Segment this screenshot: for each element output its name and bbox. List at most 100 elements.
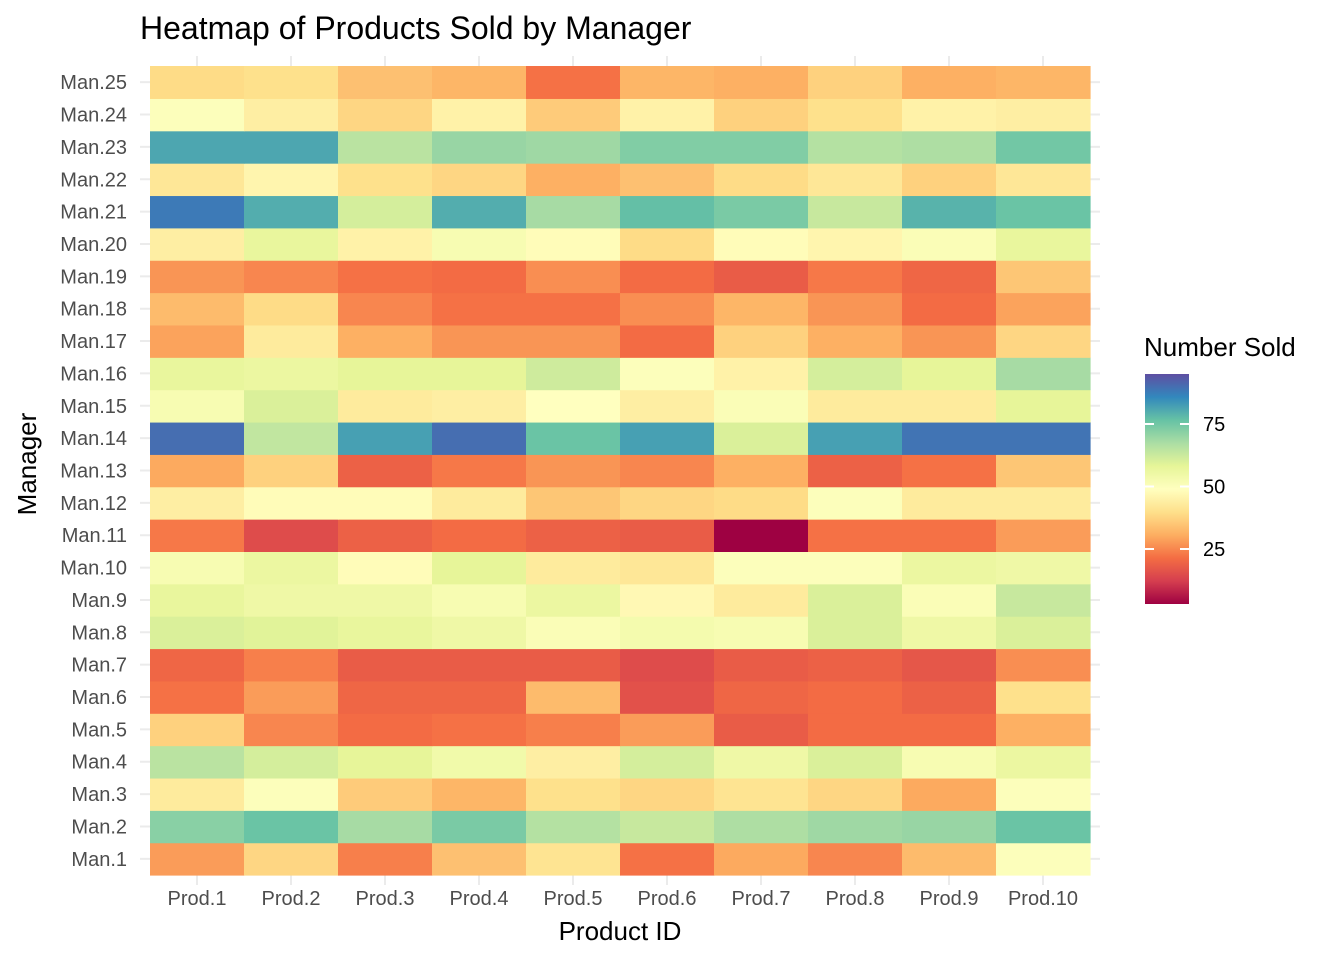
heatmap-cell: [432, 292, 527, 326]
heatmap-cell: [620, 583, 715, 617]
y-tick-label: Man.15: [60, 396, 127, 418]
heatmap-cell: [714, 260, 809, 294]
heatmap-cell: [620, 98, 715, 132]
heatmap-cell: [526, 421, 621, 455]
heatmap-cell: [338, 66, 433, 99]
heatmap-cell: [526, 454, 621, 488]
heatmap-cell: [808, 357, 903, 391]
heatmap-cell: [526, 777, 621, 811]
heatmap-cell: [620, 357, 715, 391]
heatmap-cell: [432, 583, 527, 617]
heatmap-cell: [996, 810, 1091, 844]
heatmap-cell: [902, 486, 997, 520]
heatmap-cell: [808, 745, 903, 779]
heatmap-cell: [808, 227, 903, 261]
x-tick-label: Prod.8: [826, 888, 885, 910]
chart-title: Heatmap of Products Sold by Manager: [140, 10, 692, 46]
heatmap-cell: [244, 842, 339, 876]
heatmap-cell: [808, 260, 903, 294]
heatmap-cell: [526, 260, 621, 294]
heatmap-cell: [338, 227, 433, 261]
y-tick-label: Man.3: [71, 784, 127, 806]
heatmap-cell: [338, 163, 433, 197]
heatmap-cell: [526, 842, 621, 876]
heatmap-cell: [432, 842, 527, 876]
heatmap-cell: [244, 616, 339, 650]
heatmap-cell: [620, 389, 715, 423]
heatmap-cell: [244, 519, 339, 552]
heatmap-cell: [338, 454, 433, 488]
y-tick-label: Man.25: [60, 72, 127, 94]
heatmap-cell: [244, 98, 339, 132]
heatmap-cell: [526, 486, 621, 520]
heatmap-cell: [902, 842, 997, 876]
heatmap-cell: [714, 195, 809, 229]
heatmap-cell: [432, 551, 527, 585]
y-tick-label: Man.10: [60, 558, 127, 580]
y-tick-label: Man.6: [71, 687, 127, 709]
heatmap-cell: [432, 357, 527, 391]
y-tick-label: Man.2: [71, 816, 127, 838]
y-tick-label: Man.24: [60, 105, 127, 127]
legend-colorbar: [1145, 374, 1189, 604]
heatmap-cell: [244, 357, 339, 391]
heatmap-cell: [902, 648, 997, 682]
heatmap-cell: [432, 454, 527, 488]
heatmap-cell: [996, 260, 1091, 294]
heatmap-cell: [714, 324, 809, 358]
heatmap-cell: [902, 227, 997, 261]
heatmap-cell: [620, 227, 715, 261]
heatmap-cell: [996, 680, 1091, 714]
heatmap-cell: [338, 357, 433, 391]
heatmap-cell: [808, 842, 903, 876]
heatmap-cell: [150, 389, 245, 423]
x-tick-label: Prod.2: [262, 888, 321, 910]
heatmap-cell: [996, 227, 1091, 261]
heatmap-cell: [432, 616, 527, 650]
heatmap-cell: [620, 519, 715, 552]
heatmap-cell: [996, 713, 1091, 747]
heatmap-cell: [714, 648, 809, 682]
heatmap-cell: [620, 163, 715, 197]
heatmap-cell: [526, 195, 621, 229]
heatmap-cell: [432, 421, 527, 455]
heatmap-cell: [338, 745, 433, 779]
heatmap-cell: [244, 195, 339, 229]
y-tick-label: Man.13: [60, 461, 127, 483]
heatmap-cell: [714, 163, 809, 197]
heatmap-cell: [526, 163, 621, 197]
heatmap-cell: [150, 583, 245, 617]
x-tick-label: Prod.7: [732, 888, 791, 910]
heatmap-cell: [338, 842, 433, 876]
heatmap-cell: [244, 421, 339, 455]
heatmap-cell: [150, 357, 245, 391]
heatmap-cell: [714, 421, 809, 455]
heatmap-cell: [902, 389, 997, 423]
heatmap-cell: [808, 163, 903, 197]
heatmap-cell: [996, 454, 1091, 488]
legend-ticks: 25 50 75: [1145, 414, 1225, 561]
heatmap-cell: [150, 98, 245, 132]
heatmap-cell: [150, 130, 245, 164]
y-tick-label: Man.8: [71, 622, 127, 644]
heatmap-cell: [526, 680, 621, 714]
y-tick-label: Man.1: [71, 849, 127, 871]
heatmap-cell: [432, 389, 527, 423]
heatmap-cell: [150, 810, 245, 844]
heatmap-cell: [902, 324, 997, 358]
heatmap-cell: [150, 616, 245, 650]
heatmap-cell: [996, 616, 1091, 650]
heatmap-cell: [808, 195, 903, 229]
heatmap-cell: [996, 357, 1091, 391]
heatmap-cell: [714, 227, 809, 261]
y-tick-label: Man.17: [60, 331, 127, 353]
heatmap-cell: [432, 486, 527, 520]
heatmap-cell: [620, 777, 715, 811]
legend-tick-label: 50: [1203, 477, 1225, 499]
y-tick-label: Man.21: [60, 202, 127, 224]
heatmap-cell: [526, 324, 621, 358]
heatmap-cell: [432, 810, 527, 844]
heatmap-cell: [902, 583, 997, 617]
x-tick-label: Prod.9: [920, 888, 979, 910]
heatmap-cell: [808, 454, 903, 488]
